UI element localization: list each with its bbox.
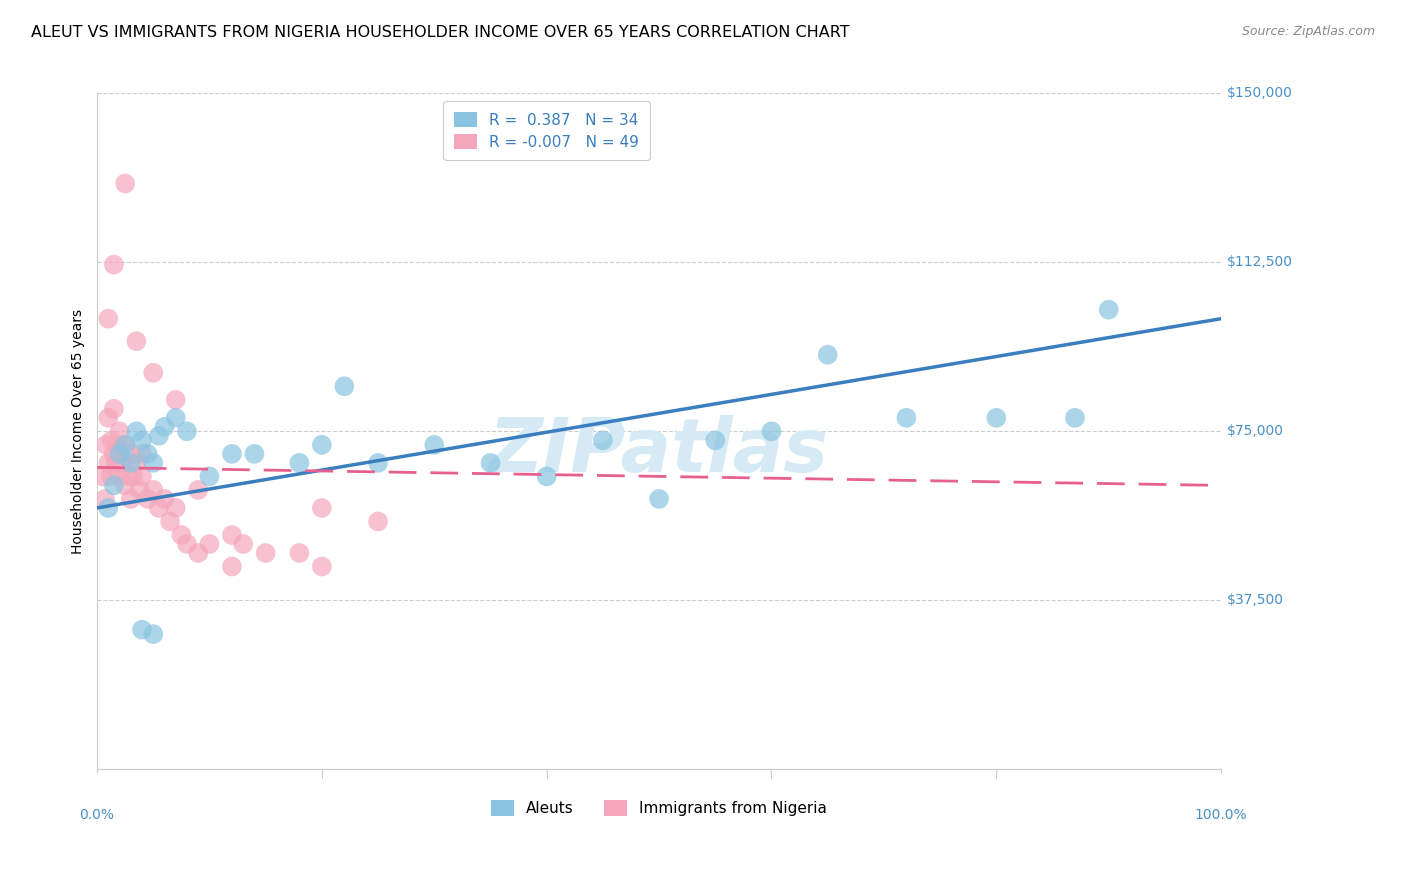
Point [94,491,117,506]
Point [311,559,333,574]
Point [1098,302,1121,317]
Point [131,434,153,448]
Point [221,528,243,542]
Point [165,500,187,515]
Point [536,469,558,483]
Point [100,469,122,483]
Y-axis label: Householder Income Over 65 years: Householder Income Over 65 years [72,309,86,554]
Point [105,456,128,470]
Point [103,258,125,272]
Point [125,456,148,470]
Point [896,410,918,425]
Point [232,537,254,551]
Point [761,425,783,439]
Point [97,456,120,470]
Point [311,438,333,452]
Point [311,500,333,515]
Point [153,420,176,434]
Text: ZIPatlas: ZIPatlas [489,415,830,488]
Point [136,447,159,461]
Text: $112,500: $112,500 [1227,255,1292,269]
Text: $75,000: $75,000 [1227,425,1284,438]
Point [108,447,131,461]
Point [108,469,131,483]
Point [165,392,187,407]
Point [94,438,117,452]
Point [125,425,148,439]
Point [254,546,277,560]
Point [91,469,114,483]
Point [148,429,170,443]
Point [103,401,125,416]
Point [221,559,243,574]
Point [423,438,446,452]
Point [105,438,128,452]
Point [198,537,221,551]
Point [108,425,131,439]
Point [817,348,839,362]
Point [176,425,198,439]
Point [128,483,150,497]
Point [176,537,198,551]
Text: 0.0%: 0.0% [80,807,114,822]
Text: $37,500: $37,500 [1227,593,1284,607]
Point [367,515,389,529]
Point [122,469,145,483]
Point [333,379,356,393]
Point [120,456,142,470]
Point [131,623,153,637]
Point [131,469,153,483]
Text: ALEUT VS IMMIGRANTS FROM NIGERIA HOUSEHOLDER INCOME OVER 65 YEARS CORRELATION CH: ALEUT VS IMMIGRANTS FROM NIGERIA HOUSEHO… [31,25,849,40]
Point [367,456,389,470]
Point [100,434,122,448]
Point [187,483,209,497]
Point [114,177,136,191]
Point [288,456,311,470]
Point [153,491,176,506]
Point [97,500,120,515]
Point [117,469,139,483]
Point [114,478,136,492]
Point [187,546,209,560]
Point [125,334,148,349]
Point [159,515,181,529]
Text: 100.0%: 100.0% [1195,807,1247,822]
Text: $150,000: $150,000 [1227,87,1292,101]
Point [288,546,311,560]
Point [243,447,266,461]
Point [592,434,614,448]
Legend: Aleuts, Immigrants from Nigeria: Aleuts, Immigrants from Nigeria [485,794,834,822]
Point [142,627,165,641]
Point [131,447,153,461]
Point [114,438,136,452]
Point [111,456,134,470]
Point [198,469,221,483]
Point [148,500,170,515]
Point [103,478,125,492]
Point [986,410,1008,425]
Point [142,366,165,380]
Point [648,491,671,506]
Text: Source: ZipAtlas.com: Source: ZipAtlas.com [1241,25,1375,38]
Point [103,447,125,461]
Point [170,528,193,542]
Point [479,456,502,470]
Point [704,434,727,448]
Point [165,410,187,425]
Point [97,311,120,326]
Point [120,491,142,506]
Point [1064,410,1087,425]
Point [142,483,165,497]
Point [114,438,136,452]
Point [120,447,142,461]
Point [97,410,120,425]
Point [142,456,165,470]
Point [221,447,243,461]
Point [136,491,159,506]
